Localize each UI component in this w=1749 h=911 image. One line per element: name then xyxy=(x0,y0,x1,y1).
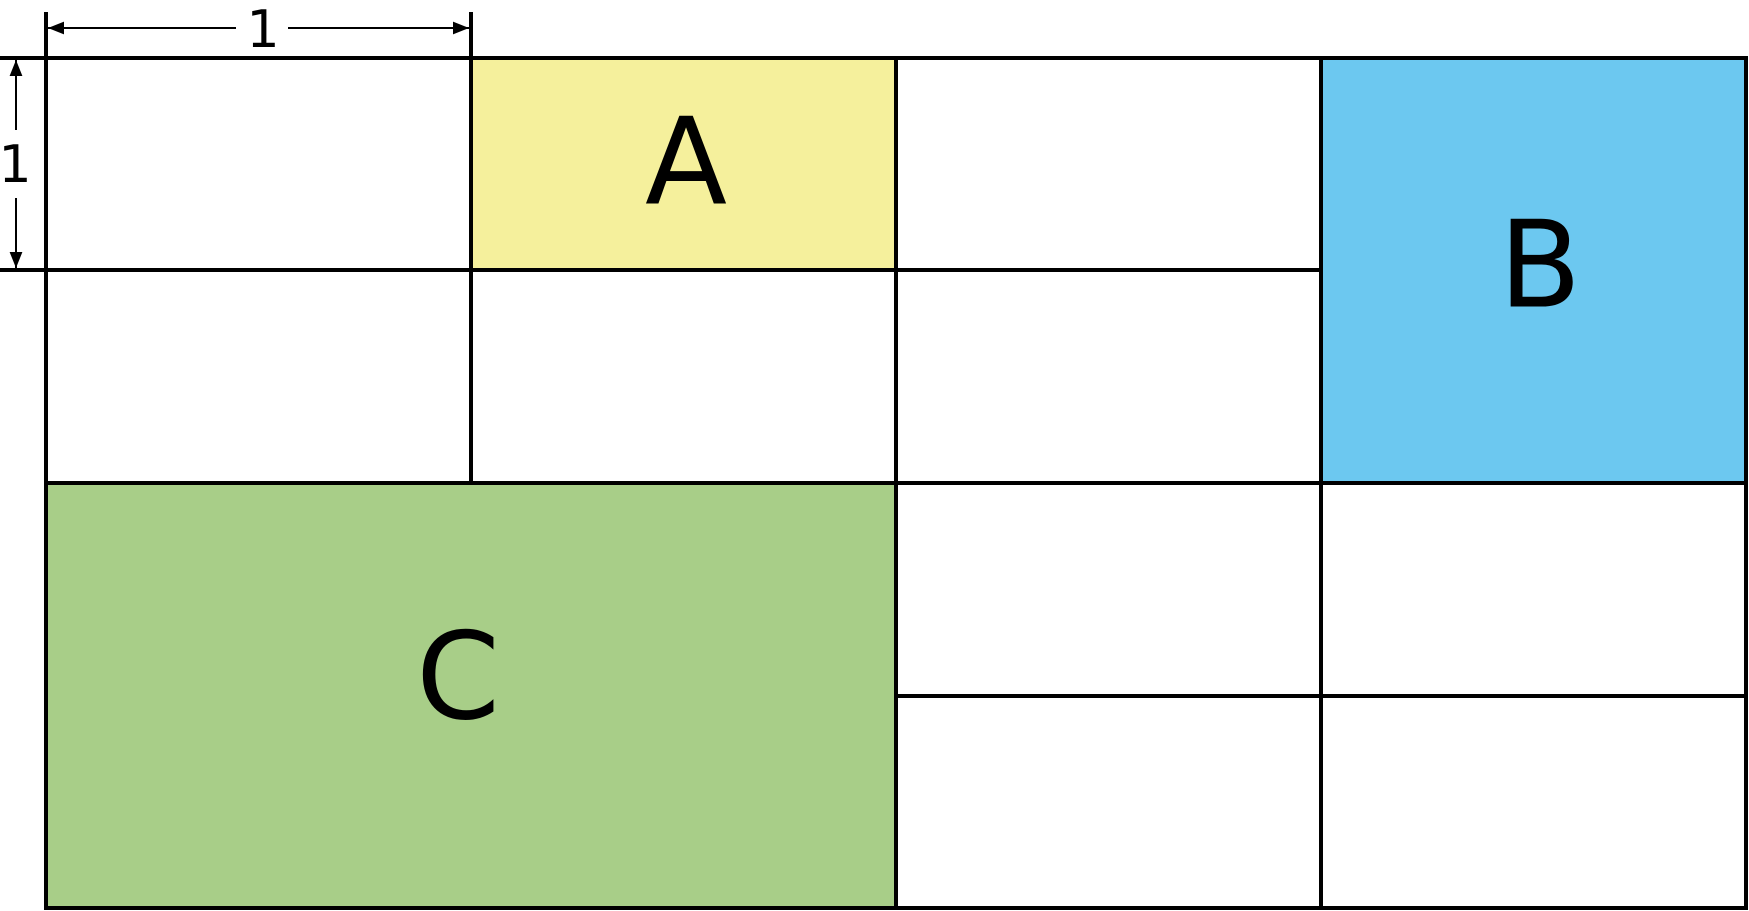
width-label: 1 xyxy=(246,0,279,60)
region-a-label: A xyxy=(645,94,727,233)
grid-lines xyxy=(0,12,1748,910)
region-b xyxy=(1321,58,1746,483)
region-b-label: B xyxy=(1499,197,1581,336)
region-c-label: C xyxy=(416,609,500,748)
region-c xyxy=(46,483,896,908)
height-label: 1 xyxy=(0,135,32,195)
region-a xyxy=(471,58,896,270)
